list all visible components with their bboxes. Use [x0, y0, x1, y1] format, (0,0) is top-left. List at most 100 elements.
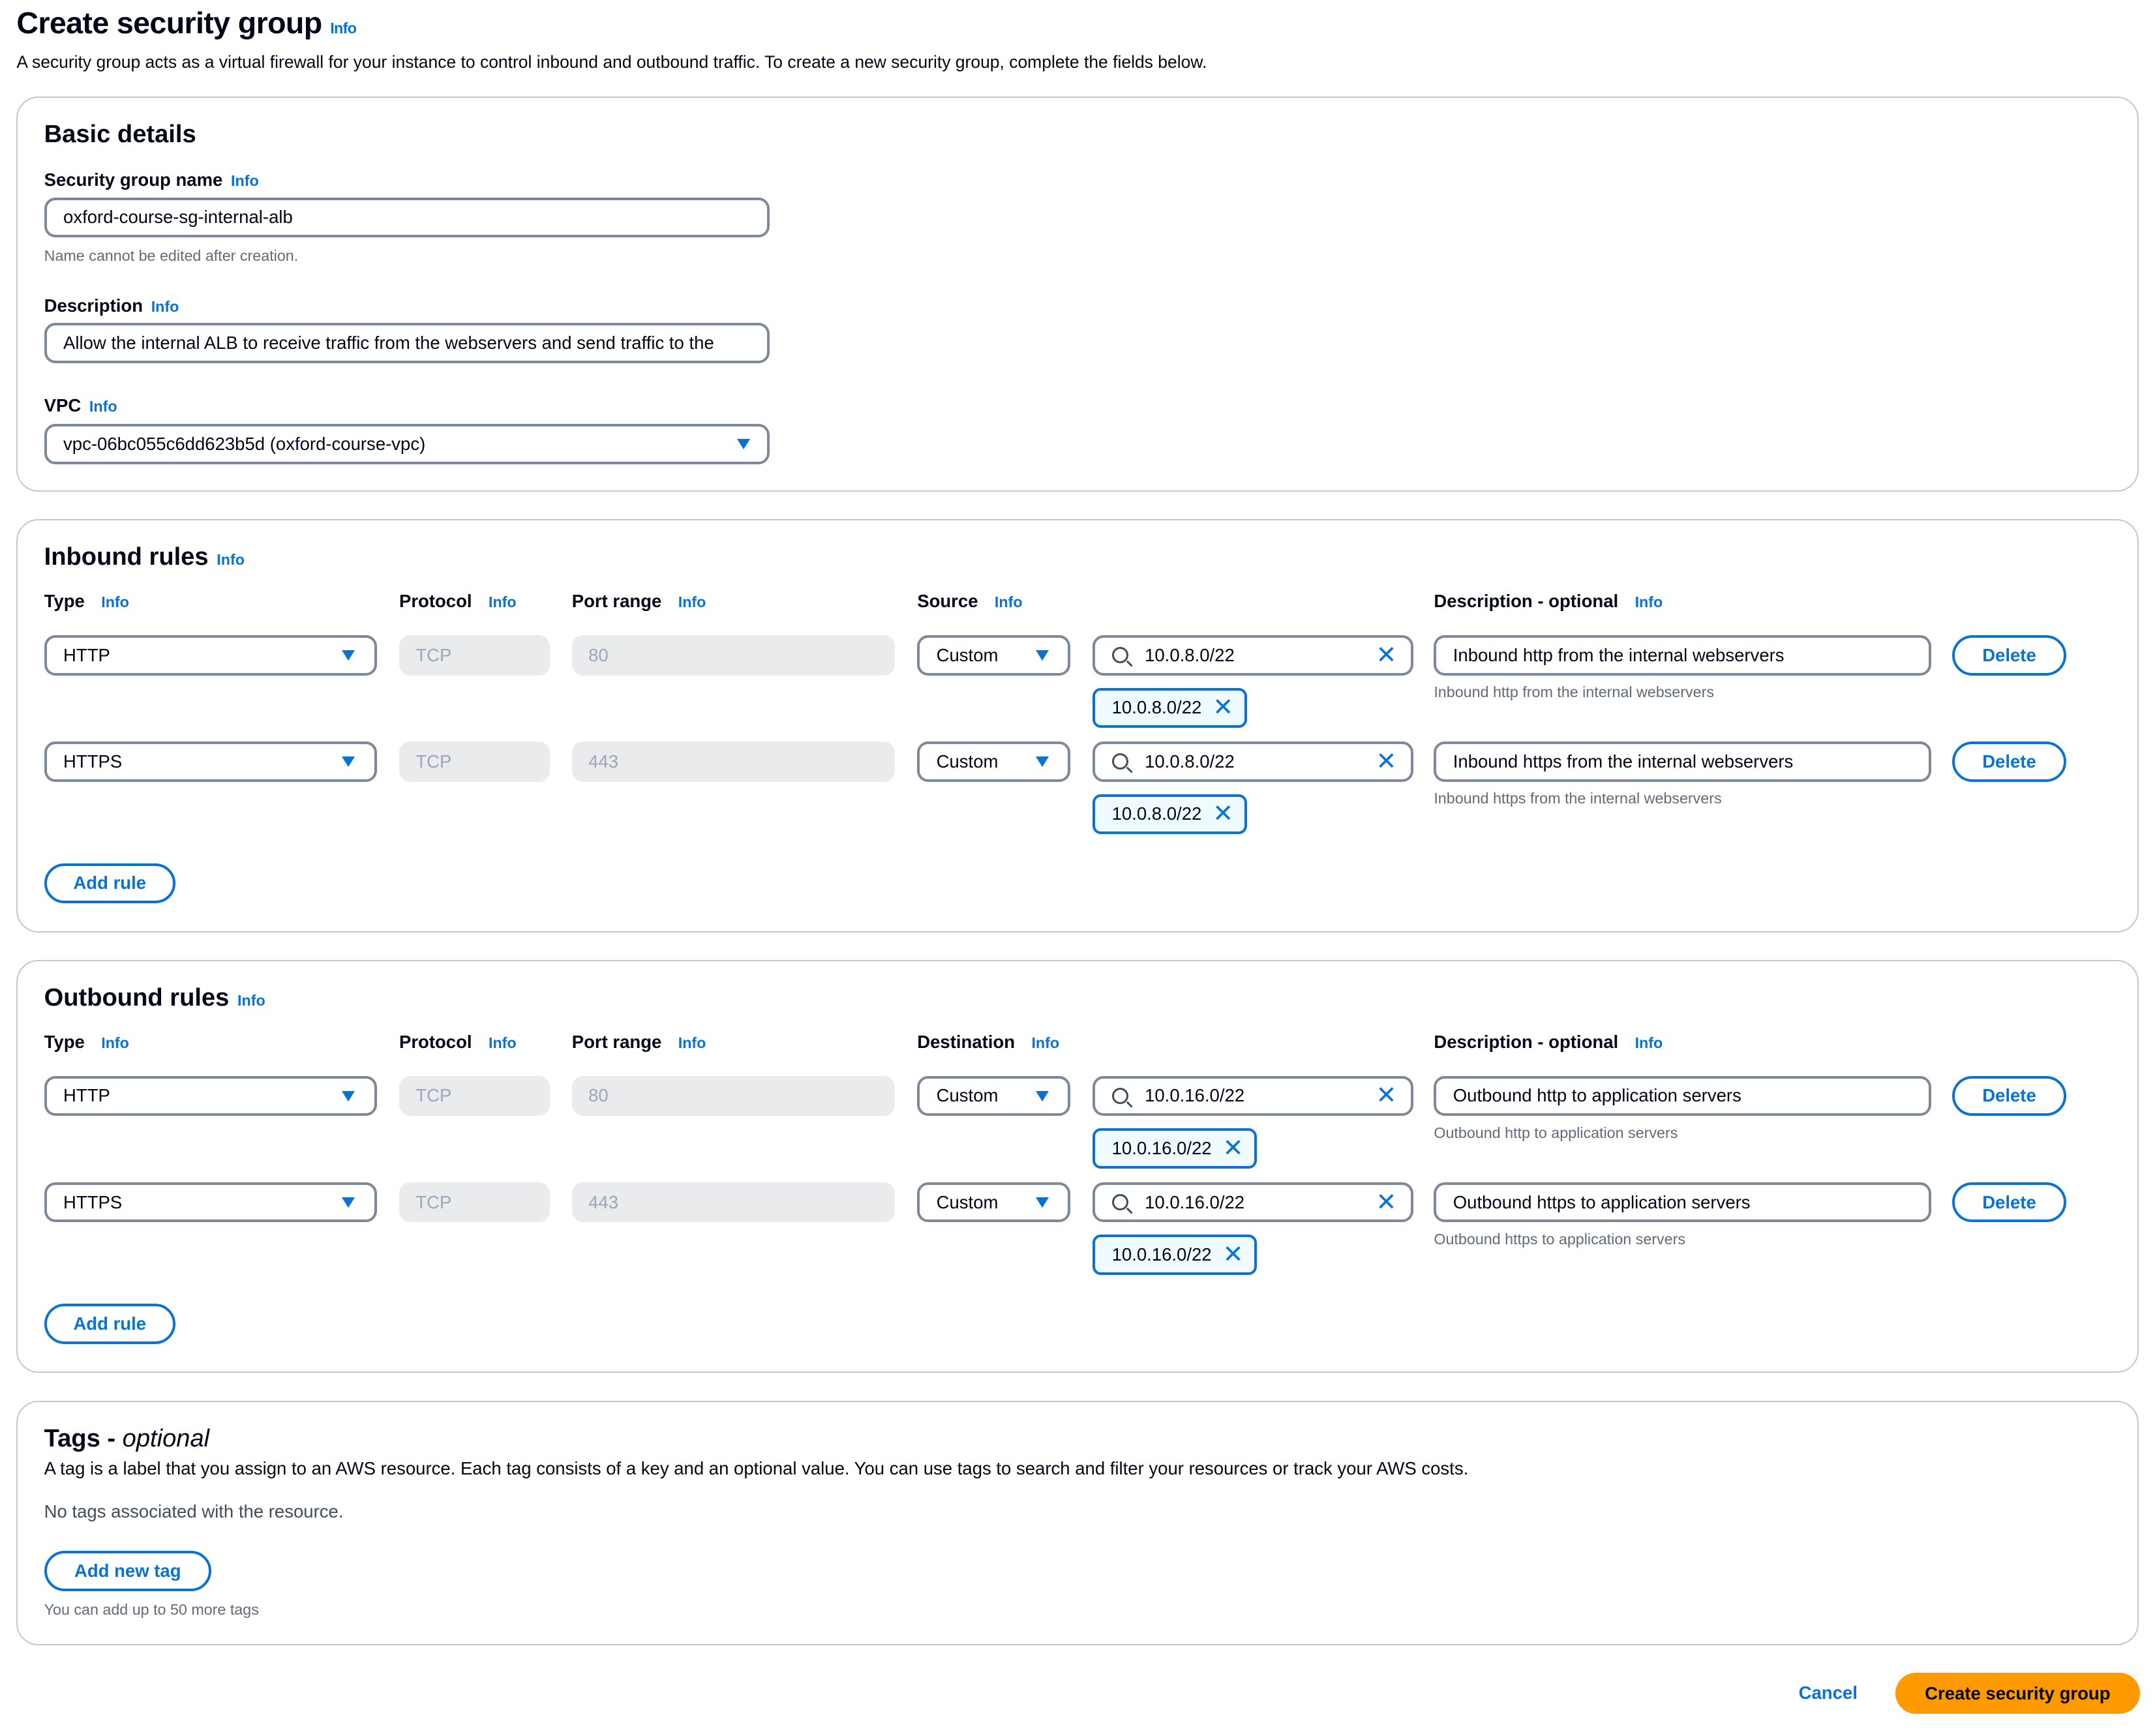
delete-rule-button[interactable]: Delete	[1952, 1182, 2067, 1223]
vpc-select[interactable]: vpc-06bc055c6dd623b5d (oxford-course-vpc…	[44, 424, 770, 464]
section-title: Basic details	[44, 120, 196, 149]
delete-rule-button[interactable]: Delete	[1952, 635, 2067, 676]
caret-down-icon	[1035, 1197, 1049, 1208]
protocol-field: TCP	[399, 635, 550, 676]
column-label: Protocol Info	[399, 591, 517, 612]
target-type-select[interactable]: Custom	[917, 1182, 1071, 1223]
tags-hint: You can add up to 50 more tags	[44, 1600, 259, 1618]
rule-description-input[interactable]: Inbound http from the internal webserver…	[1434, 635, 1931, 676]
rule-description-input[interactable]: Outbound http to application servers	[1434, 1075, 1931, 1116]
type-select[interactable]: HTTPS	[44, 1182, 378, 1223]
cancel-button[interactable]: Cancel	[1798, 1682, 1858, 1703]
column-label: Description - optional Info	[1434, 1032, 1663, 1053]
protocol-field: TCP	[399, 1182, 550, 1223]
cidr-token: 10.0.8.0/22 ✕	[1093, 687, 1248, 728]
rule-description-input[interactable]: Inbound https from the internal webserve…	[1434, 741, 1931, 782]
info-link[interactable]: Info	[217, 551, 245, 569]
create-security-group-button[interactable]: Create security group	[1895, 1672, 2140, 1714]
remove-token-icon[interactable]: ✕	[1213, 800, 1234, 828]
caret-down-icon	[1035, 1090, 1049, 1101]
column-label: Destination Info	[917, 1032, 1060, 1053]
port-range-field: 80	[571, 1075, 896, 1116]
caret-down-icon	[737, 439, 751, 449]
delete-rule-button[interactable]: Delete	[1952, 1075, 2067, 1116]
description-label: Description Info	[44, 295, 179, 316]
column-label: Description - optional Info	[1434, 591, 1663, 612]
rule-description-hint: Outbound http to application servers	[1434, 1124, 1678, 1141]
protocol-field: TCP	[399, 1075, 550, 1116]
type-select[interactable]: HTTP	[44, 635, 378, 676]
target-type-select[interactable]: Custom	[917, 741, 1071, 782]
type-select[interactable]: HTTPS	[44, 741, 378, 782]
remove-token-icon[interactable]: ✕	[1222, 1133, 1244, 1162]
rule-description-hint: Outbound https to application servers	[1434, 1231, 1686, 1248]
caret-down-icon	[342, 1090, 355, 1101]
caret-down-icon	[342, 756, 355, 767]
cidr-search-input[interactable]: 10.0.16.0/22 ✕	[1093, 1182, 1413, 1223]
info-link[interactable]: Info	[994, 593, 1023, 611]
section-title: Tags - optional	[44, 1424, 210, 1452]
cidr-token: 10.0.8.0/22 ✕	[1093, 794, 1248, 835]
info-link[interactable]: Info	[237, 991, 265, 1009]
cidr-search-input[interactable]: 10.0.8.0/22 ✕	[1093, 635, 1413, 676]
info-link[interactable]: Info	[330, 20, 357, 37]
info-link[interactable]: Info	[231, 172, 259, 190]
clear-icon[interactable]: ✕	[1376, 747, 1397, 775]
caret-down-icon	[1035, 756, 1049, 767]
info-link[interactable]: Info	[101, 593, 129, 611]
name-hint: Name cannot be edited after creation.	[44, 247, 299, 264]
search-icon	[1111, 1087, 1128, 1105]
type-select[interactable]: HTTP	[44, 1075, 378, 1116]
target-type-select[interactable]: Custom	[917, 635, 1071, 676]
search-icon	[1111, 1194, 1128, 1211]
no-tags-text: No tags associated with the resource.	[44, 1501, 344, 1522]
remove-token-icon[interactable]: ✕	[1213, 693, 1234, 722]
delete-rule-button[interactable]: Delete	[1952, 741, 2067, 782]
info-link[interactable]: Info	[488, 593, 517, 611]
column-label: Type Info	[44, 591, 129, 612]
page-description: A security group acts as a virtual firew…	[16, 52, 1207, 72]
port-range-field: 80	[571, 635, 896, 676]
info-link[interactable]: Info	[678, 593, 706, 611]
basic-details-panel: Basic details Security group name Info ox…	[16, 97, 2139, 492]
target-type-select[interactable]: Custom	[917, 1075, 1071, 1116]
column-label: Source Info	[917, 591, 1023, 612]
clear-icon[interactable]: ✕	[1376, 1081, 1397, 1110]
security-group-name-input[interactable]: oxford-course-sg-internal-alb	[44, 197, 770, 238]
info-link[interactable]: Info	[89, 397, 117, 415]
search-icon	[1111, 647, 1128, 664]
column-label: Port range Info	[571, 1032, 706, 1053]
search-icon	[1111, 753, 1128, 770]
add-new-tag-button[interactable]: Add new tag	[44, 1551, 211, 1591]
info-link[interactable]: Info	[151, 298, 179, 316]
add-rule-button[interactable]: Add rule	[44, 1304, 175, 1344]
info-link[interactable]: Info	[1031, 1034, 1060, 1052]
description-input[interactable]: Allow the internal ALB to receive traffi…	[44, 323, 770, 363]
info-link[interactable]: Info	[1635, 593, 1663, 611]
clear-icon[interactable]: ✕	[1376, 640, 1397, 669]
info-link[interactable]: Info	[678, 1034, 706, 1052]
cidr-token: 10.0.16.0/22 ✕	[1093, 1235, 1258, 1275]
info-link[interactable]: Info	[488, 1034, 517, 1052]
column-label: Type Info	[44, 1032, 129, 1053]
vpc-label: VPC Info	[44, 395, 117, 415]
caret-down-icon	[342, 1197, 355, 1208]
remove-token-icon[interactable]: ✕	[1222, 1240, 1244, 1268]
outbound-rules-panel: Outbound rules Info Type Info Protocol Info Po…	[16, 960, 2139, 1373]
rule-description-hint: Inbound https from the internal webserve…	[1434, 790, 1722, 807]
cidr-search-input[interactable]: 10.0.16.0/22 ✕	[1093, 1075, 1413, 1116]
tags-description: A tag is a label that you assign to an A…	[44, 1458, 1469, 1479]
info-link[interactable]: Info	[1635, 1034, 1663, 1052]
caret-down-icon	[342, 650, 355, 661]
info-link[interactable]: Info	[101, 1034, 129, 1052]
page-title: Create security group Info	[16, 6, 357, 40]
name-label: Security group name Info	[44, 170, 259, 190]
cidr-search-input[interactable]: 10.0.8.0/22 ✕	[1093, 741, 1413, 782]
add-rule-button[interactable]: Add rule	[44, 863, 175, 904]
protocol-field: TCP	[399, 741, 550, 782]
column-label: Port range Info	[571, 591, 706, 612]
clear-icon[interactable]: ✕	[1376, 1188, 1397, 1216]
section-title: Outbound rules Info	[44, 983, 265, 1011]
column-label: Protocol Info	[399, 1032, 517, 1053]
rule-description-input[interactable]: Outbound https to application servers	[1434, 1182, 1931, 1223]
